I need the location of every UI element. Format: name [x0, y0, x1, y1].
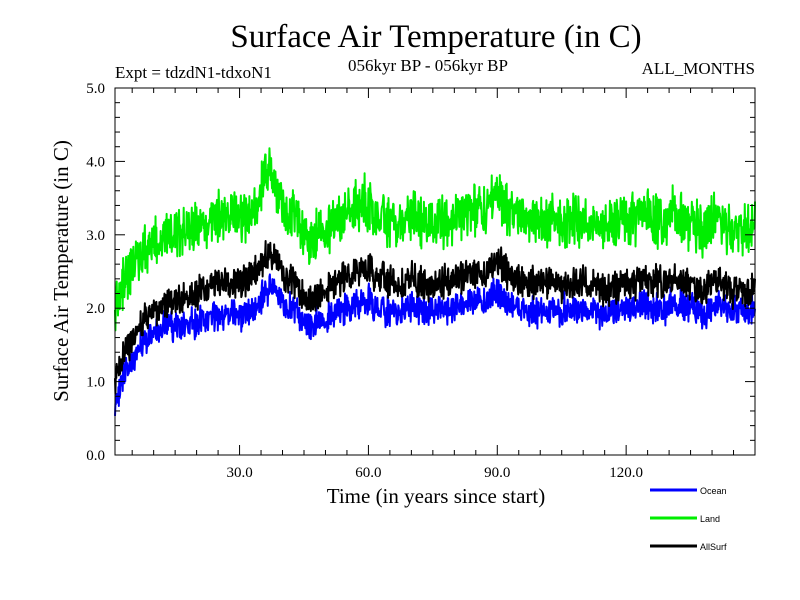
experiment-label: Expt = tdzdN1-tdxoN1 — [115, 63, 272, 82]
x-tick-label: 120.0 — [609, 465, 643, 481]
y-tick-label: 4.0 — [86, 154, 105, 170]
y-tick-label: 3.0 — [86, 228, 105, 244]
legend-label-land: Land — [700, 514, 720, 524]
months-label: ALL_MONTHS — [642, 59, 755, 78]
legend-label-allsurf: AllSurf — [700, 542, 727, 552]
plot-area: 30.0 60.0 90.0 120.0 0.0 1.0 2.0 3.0 4.0 5.0 — [86, 81, 756, 481]
y-tick-label: 0.0 — [86, 448, 105, 464]
series-line-ocean — [114, 273, 756, 416]
y-tick-label: 2.0 — [86, 301, 105, 317]
series-line-allsurf — [114, 240, 756, 395]
y-tick-label: 5.0 — [86, 81, 105, 97]
x-tick-label: 30.0 — [226, 465, 252, 481]
legend: Ocean Land AllSurf — [650, 486, 727, 552]
plot-frame — [114, 87, 756, 456]
series-line-land — [114, 147, 756, 332]
x-tick-label: 90.0 — [484, 465, 510, 481]
x-axis-label: Time (in years since start) — [327, 484, 546, 508]
chart-subtitle: 056kyr BP - 056kyr BP — [348, 56, 508, 75]
chart-title: Surface Air Temperature (in C) — [230, 19, 641, 55]
legend-label-ocean: Ocean — [700, 486, 727, 496]
y-tick-label: 1.0 — [86, 375, 105, 391]
y-axis-label: Surface Air Temperature (in C) — [49, 140, 73, 402]
x-tick-label: 60.0 — [355, 465, 381, 481]
